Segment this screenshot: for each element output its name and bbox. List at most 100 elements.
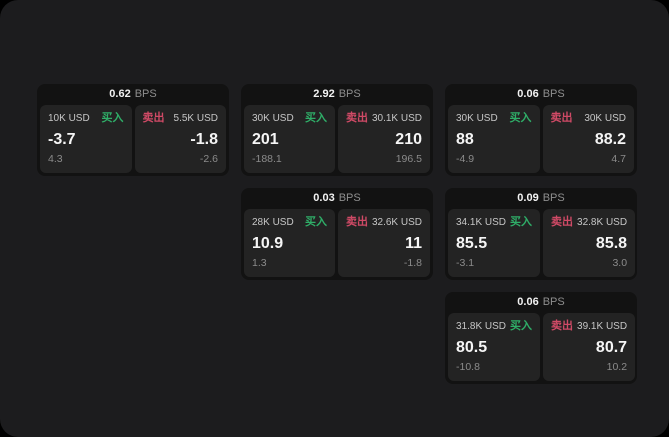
buy-label: 买入 — [304, 112, 327, 124]
sell-change: -1.8 — [403, 257, 422, 269]
sell-top-row: 卖出 30.1K USD — [346, 112, 422, 125]
card-body: 28K USD 买入 10.9 1.3 卖出 32.6K USD 11 -1.8 — [241, 209, 433, 280]
sell-change: 196.5 — [395, 153, 422, 165]
quotes-grid: 0.62 BPS 10K USD 买入 -3.7 4.3 卖出 5.5K USD… — [37, 84, 637, 384]
sell-amount: 30.1K USD — [371, 113, 422, 124]
buy-top-row: 34.1K USD 买入 — [456, 216, 532, 229]
sell-price: 210 — [395, 130, 422, 148]
bps-unit-label: BPS — [338, 192, 361, 204]
sell-amount: 32.6K USD — [371, 217, 422, 228]
buy-top-row: 31.8K USD 买入 — [456, 320, 532, 333]
sell-price: 80.7 — [595, 338, 628, 356]
sell-label: 卖出 — [550, 112, 573, 124]
sell-quote-tile[interactable]: 卖出 30K USD 88.2 4.7 — [542, 105, 634, 173]
buy-label: 买入 — [509, 112, 532, 124]
bps-value: 0.03 — [313, 192, 335, 204]
card-body: 30K USD 买入 88 -4.9 卖出 30K USD 88.2 4.7 — [445, 105, 637, 176]
bps-value: 0.09 — [517, 192, 539, 204]
sell-label: 卖出 — [345, 112, 368, 124]
card-body: 30K USD 买入 201 -188.1 卖出 30.1K USD 210 1… — [241, 105, 433, 176]
buy-quote-tile[interactable]: 30K USD 买入 201 -188.1 — [244, 105, 335, 173]
sell-amount: 32.8K USD — [577, 217, 628, 228]
buy-top-row: 10K USD 买入 — [48, 112, 124, 125]
buy-amount: 28K USD — [252, 217, 294, 228]
buy-quote-tile[interactable]: 34.1K USD 买入 85.5 -3.1 — [448, 209, 541, 277]
sell-top-row: 卖出 30K USD — [551, 112, 627, 125]
sell-quote-tile[interactable]: 卖出 39.1K USD 80.7 10.2 — [543, 313, 636, 381]
sell-label: 卖出 — [345, 216, 368, 228]
bps-unit-label: BPS — [542, 192, 565, 204]
buy-label: 买入 — [101, 112, 124, 124]
sell-top-row: 卖出 32.8K USD — [551, 216, 627, 229]
buy-price: -3.7 — [48, 130, 76, 148]
card-body: 10K USD 买入 -3.7 4.3 卖出 5.5K USD -1.8 -2.… — [37, 105, 229, 176]
buy-price: 85.5 — [456, 234, 488, 252]
card-header: 0.03 BPS — [241, 188, 433, 209]
sell-change: 4.7 — [611, 153, 626, 165]
sell-change: 10.2 — [606, 361, 628, 373]
quote-card: 2.92 BPS 30K USD 买入 201 -188.1 卖出 30.1K … — [241, 84, 433, 176]
quote-card: 0.06 BPS 31.8K USD 买入 80.5 -10.8 卖出 39.1… — [445, 292, 637, 384]
quote-card: 0.62 BPS 10K USD 买入 -3.7 4.3 卖出 5.5K USD… — [37, 84, 229, 176]
buy-quote-tile[interactable]: 28K USD 买入 10.9 1.3 — [244, 209, 335, 277]
buy-change: -10.8 — [456, 361, 480, 373]
sell-quote-tile[interactable]: 卖出 5.5K USD -1.8 -2.6 — [134, 105, 226, 173]
sell-quote-tile[interactable]: 卖出 30.1K USD 210 196.5 — [337, 105, 430, 173]
quote-card: 0.06 BPS 30K USD 买入 88 -4.9 卖出 30K USD 8… — [445, 84, 637, 176]
buy-price: 201 — [252, 130, 279, 148]
bps-unit-label: BPS — [542, 296, 565, 308]
buy-amount: 10K USD — [48, 113, 90, 124]
buy-top-row: 30K USD 买入 — [252, 112, 327, 125]
sell-quote-tile[interactable]: 卖出 32.8K USD 85.8 3.0 — [543, 209, 636, 277]
sell-price: 88.2 — [594, 130, 626, 148]
bps-value: 0.62 — [109, 88, 131, 100]
bps-unit-label: BPS — [542, 88, 565, 100]
bps-unit-label: BPS — [338, 88, 361, 100]
buy-change: -4.9 — [456, 153, 475, 165]
quote-card: 0.03 BPS 28K USD 买入 10.9 1.3 卖出 32.6K US… — [241, 188, 433, 280]
sell-label: 卖出 — [142, 112, 165, 124]
buy-amount: 34.1K USD — [456, 217, 507, 228]
sell-amount: 39.1K USD — [577, 321, 628, 332]
sell-quote-tile[interactable]: 卖出 32.6K USD 11 -1.8 — [337, 209, 430, 277]
buy-amount: 30K USD — [456, 113, 498, 124]
buy-top-row: 30K USD 买入 — [456, 112, 532, 125]
sell-amount: 5.5K USD — [173, 113, 218, 124]
buy-label: 买入 — [510, 216, 533, 228]
sell-top-row: 卖出 5.5K USD — [143, 112, 219, 125]
card-body: 34.1K USD 买入 85.5 -3.1 卖出 32.8K USD 85.8… — [445, 209, 637, 280]
buy-label: 买入 — [304, 216, 327, 228]
buy-amount: 31.8K USD — [456, 321, 507, 332]
buy-quote-tile[interactable]: 10K USD 买入 -3.7 4.3 — [40, 105, 132, 173]
sell-price: 11 — [405, 234, 422, 252]
buy-quote-tile[interactable]: 31.8K USD 买入 80.5 -10.8 — [448, 313, 541, 381]
sell-price: -1.8 — [190, 130, 218, 148]
sell-amount: 30K USD — [584, 113, 626, 124]
buy-change: -188.1 — [252, 153, 282, 165]
bps-value: 0.06 — [517, 296, 539, 308]
card-body: 31.8K USD 买入 80.5 -10.8 卖出 39.1K USD 80.… — [445, 313, 637, 384]
bps-value: 2.92 — [313, 88, 335, 100]
quote-card: 0.09 BPS 34.1K USD 买入 85.5 -3.1 卖出 32.8K… — [445, 188, 637, 280]
sell-top-row: 卖出 32.6K USD — [346, 216, 422, 229]
card-header: 0.06 BPS — [445, 292, 637, 313]
buy-price: 88 — [456, 130, 474, 148]
buy-amount: 30K USD — [252, 113, 294, 124]
buy-change: 1.3 — [252, 257, 267, 269]
buy-price: 10.9 — [252, 234, 284, 252]
card-header: 0.62 BPS — [37, 84, 229, 105]
sell-label: 卖出 — [551, 216, 574, 228]
buy-top-row: 28K USD 买入 — [252, 216, 327, 229]
buy-change: -3.1 — [456, 257, 475, 269]
bps-value: 0.06 — [517, 88, 539, 100]
sell-top-row: 卖出 39.1K USD — [551, 320, 627, 333]
card-header: 0.09 BPS — [445, 188, 637, 209]
buy-change: 4.3 — [48, 153, 63, 165]
card-header: 2.92 BPS — [241, 84, 433, 105]
bps-unit-label: BPS — [134, 88, 157, 100]
sell-price: 85.8 — [595, 234, 628, 252]
buy-quote-tile[interactable]: 30K USD 买入 88 -4.9 — [448, 105, 540, 173]
sell-change: -2.6 — [199, 153, 218, 165]
buy-label: 买入 — [510, 320, 533, 332]
